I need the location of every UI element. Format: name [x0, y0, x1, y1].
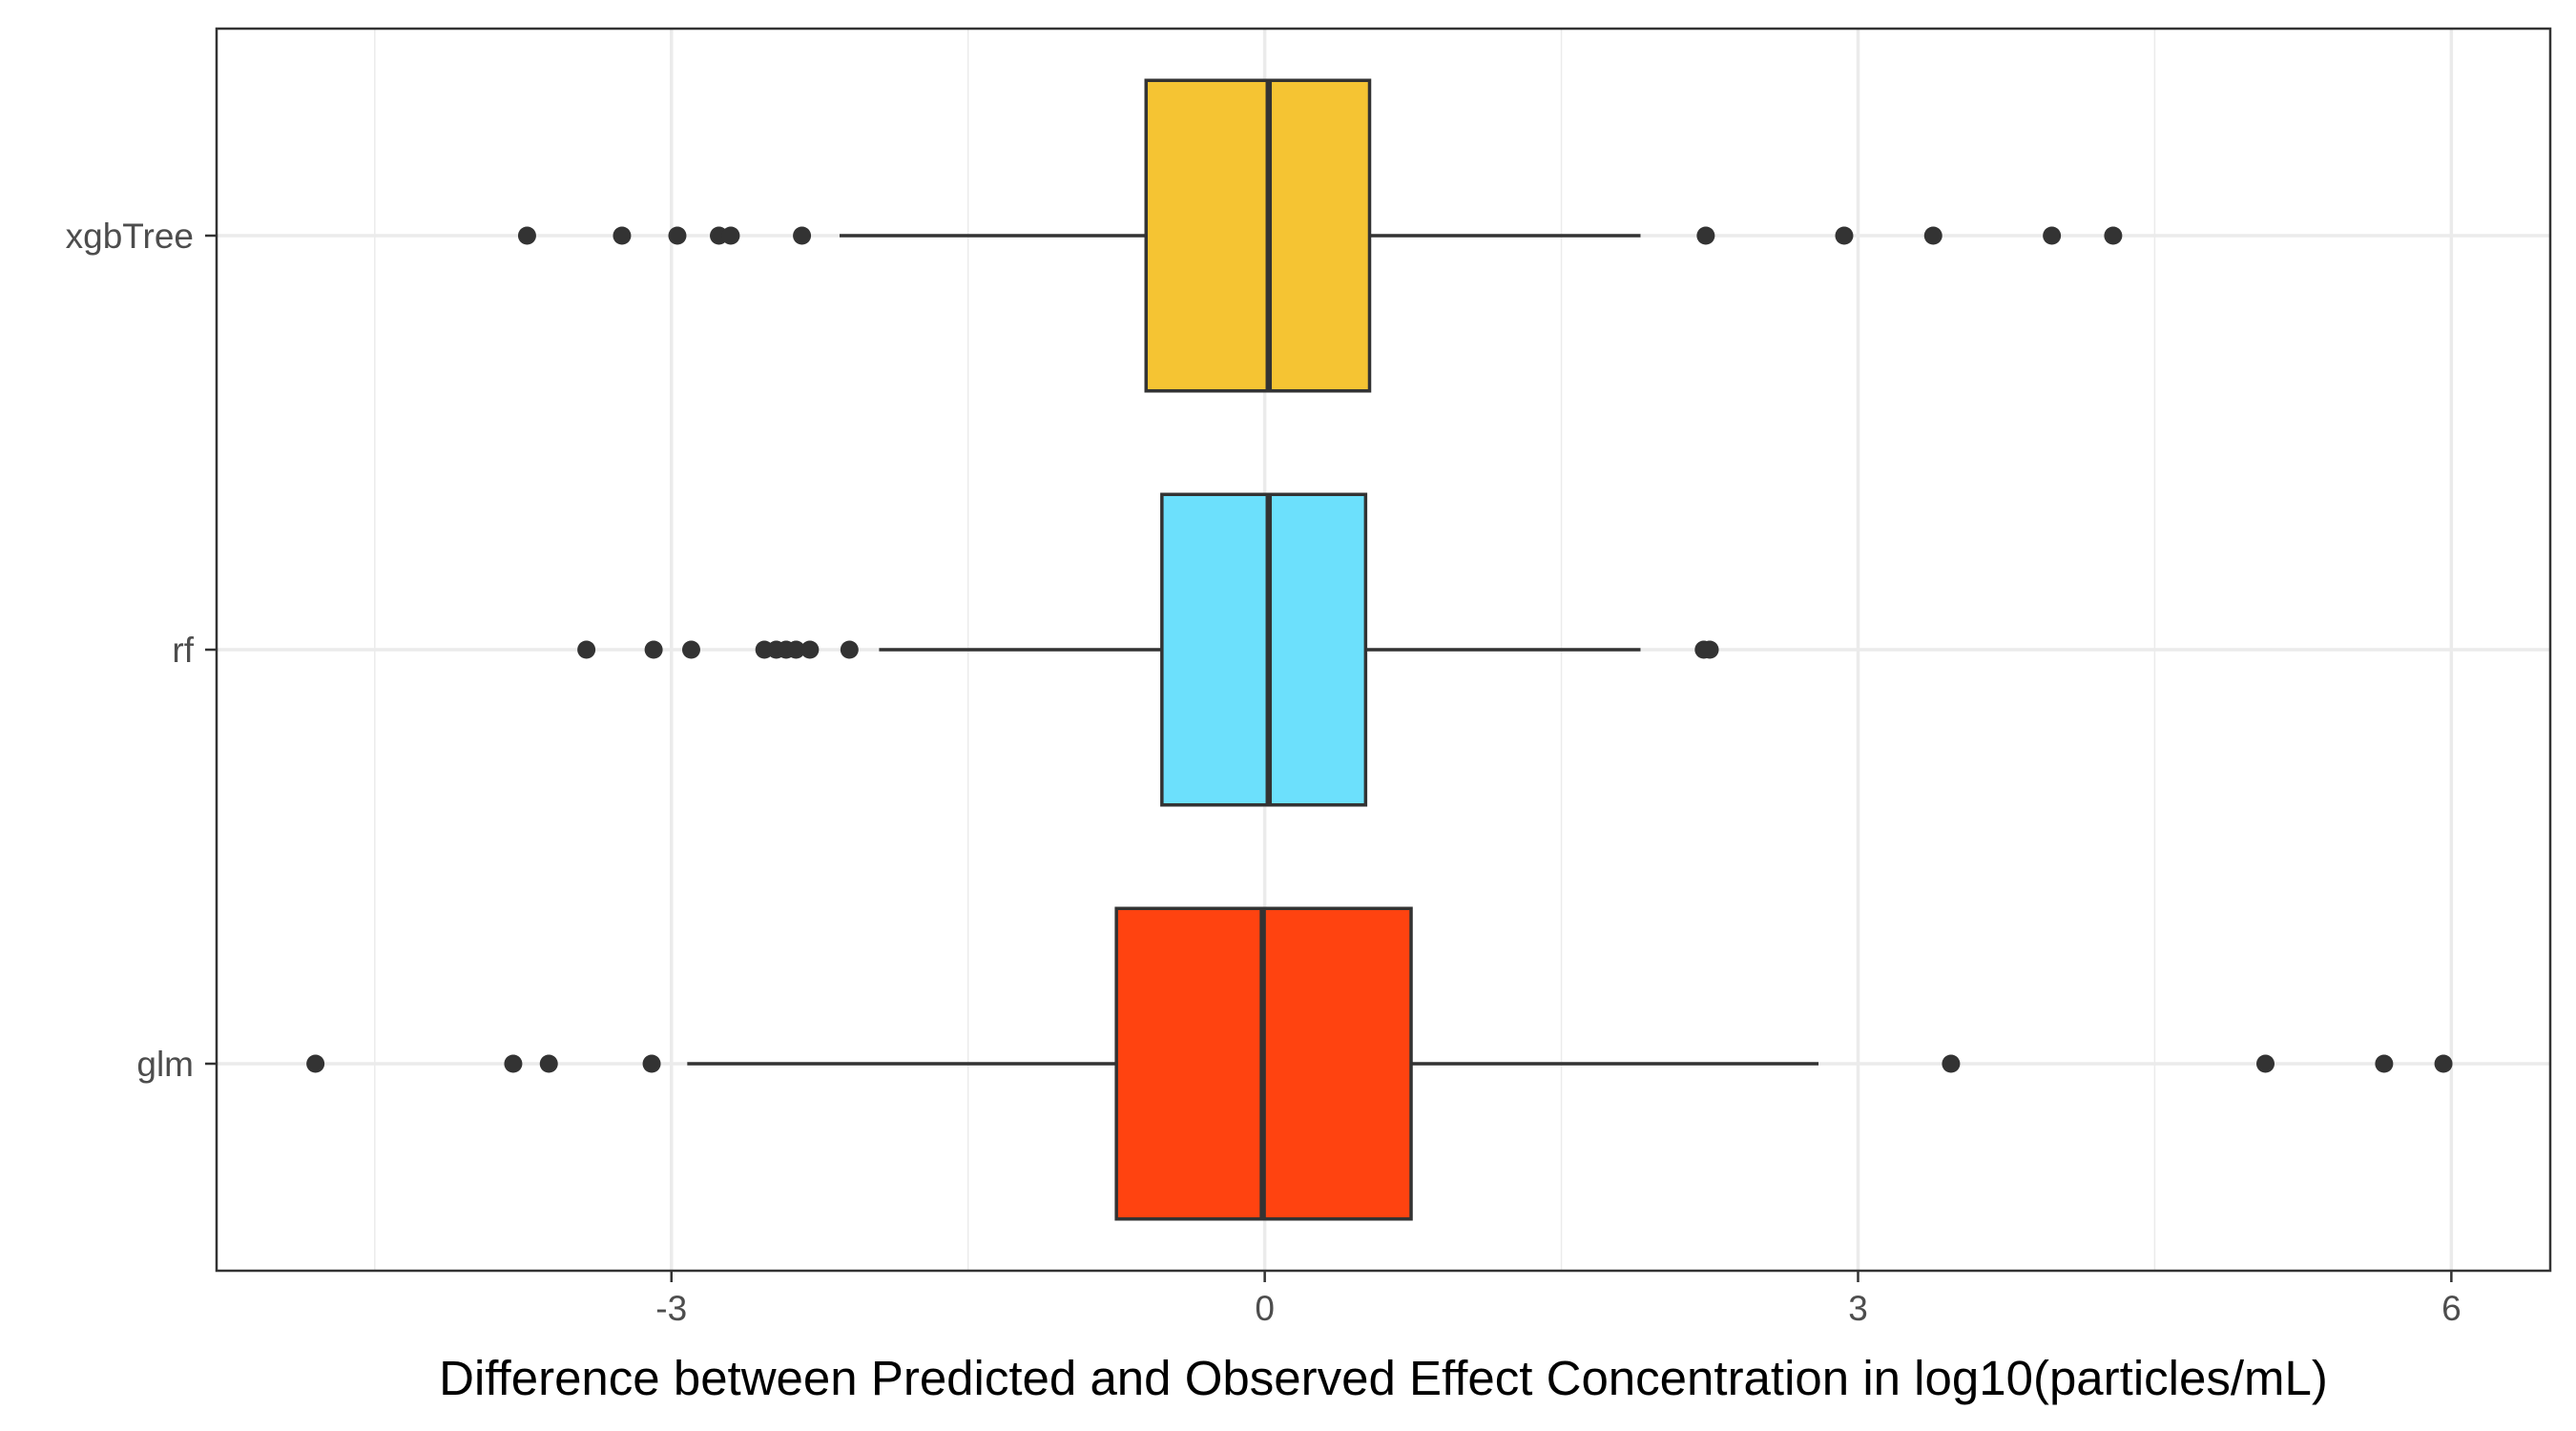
outlier-point	[840, 640, 859, 659]
outlier-point	[681, 640, 700, 659]
y-tick-label: xgbTree	[66, 217, 194, 256]
outlier-point	[793, 226, 812, 245]
outlier-point	[577, 640, 596, 659]
outlier-point	[1696, 226, 1715, 245]
outlier-point	[2104, 226, 2123, 245]
axes: -3 0 3 6 xgbTree rf glm	[66, 217, 2462, 1328]
outlier-point	[306, 1054, 325, 1073]
outlier-point	[668, 226, 687, 245]
outlier-point	[1942, 1054, 1961, 1073]
outlier-point	[644, 640, 663, 659]
outlier-point	[517, 226, 536, 245]
outlier-point	[2043, 226, 2062, 245]
x-tick-label: -3	[655, 1289, 687, 1328]
outlier-point	[721, 226, 740, 245]
outlier-point	[504, 1054, 523, 1073]
x-tick-label: 0	[1255, 1289, 1275, 1328]
outlier-point	[642, 1054, 661, 1073]
outlier-point	[2375, 1054, 2394, 1073]
x-tick-label: 6	[2441, 1289, 2462, 1328]
box-xgbTree	[1144, 78, 1372, 393]
x-axis-title: Difference between Predicted and Observe…	[439, 1351, 2328, 1405]
outlier-point	[786, 640, 805, 659]
outlier-point	[800, 640, 820, 659]
outlier-point	[1700, 640, 1719, 659]
outlier-point	[1835, 226, 1854, 245]
y-tick-label: rf	[172, 631, 194, 670]
outlier-point	[539, 1054, 558, 1073]
x-tick-label: 3	[1848, 1289, 1868, 1328]
outlier-point	[613, 226, 632, 245]
outlier-point	[2434, 1054, 2453, 1073]
box-rf	[1160, 492, 1368, 807]
boxes	[306, 78, 2453, 1221]
outlier-point	[2256, 1054, 2275, 1073]
outlier-point	[1923, 226, 1942, 245]
y-tick-label: glm	[136, 1045, 194, 1084]
